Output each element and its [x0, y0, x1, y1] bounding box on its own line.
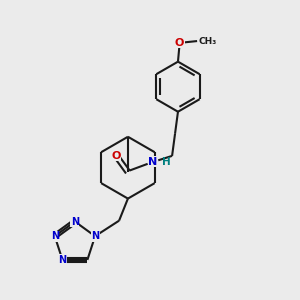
Text: N: N — [71, 217, 79, 226]
Text: CH₃: CH₃ — [199, 37, 217, 46]
Text: N: N — [91, 231, 99, 241]
Text: O: O — [175, 38, 184, 47]
Text: N: N — [51, 231, 59, 241]
Text: N: N — [148, 157, 158, 167]
Text: O: O — [112, 151, 121, 161]
Text: N: N — [58, 255, 67, 265]
Text: H: H — [162, 157, 171, 167]
